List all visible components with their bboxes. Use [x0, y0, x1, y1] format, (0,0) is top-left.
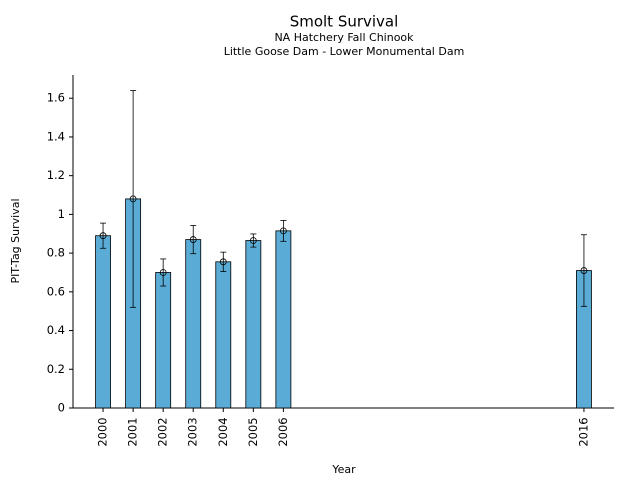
bar: [215, 261, 232, 409]
marker: [580, 267, 588, 274]
marker: [99, 232, 107, 240]
marker: [219, 258, 227, 266]
x-tick-label: 2000: [96, 417, 110, 446]
x-tick-label: 2003: [186, 417, 200, 446]
x-tick-label: 2004: [216, 417, 230, 446]
x-tick-label: 2002: [156, 417, 170, 446]
x-tick-label: 2016: [576, 417, 590, 446]
x-axis-label: Year: [331, 463, 356, 476]
y-tick-label: 1.2: [47, 168, 65, 182]
error-bar: [100, 222, 107, 249]
error-bar: [580, 234, 587, 307]
y-tick-label: 0: [58, 401, 65, 415]
marker: [279, 227, 287, 235]
marker: [189, 236, 197, 243]
error-bar: [220, 251, 227, 272]
marker: [249, 237, 257, 244]
error-bar: [280, 219, 287, 242]
x-tick-label: 2006: [276, 417, 290, 446]
bar: [245, 240, 262, 409]
chart-subtitle: Little Goose Dam - Lower Monumental Dam: [224, 45, 465, 58]
y-axis-label: PIT-Tag Survival: [9, 198, 22, 283]
chart-title: Smolt Survival: [290, 13, 399, 31]
y-tick-label: 0.2: [47, 362, 65, 376]
y-tick-label: 0.8: [47, 246, 65, 260]
error-bar: [190, 225, 197, 255]
marker: [129, 195, 137, 203]
y-tick-label: 0.4: [47, 323, 65, 337]
y-tick-label: 0.6: [47, 284, 65, 298]
x-tick-label: 2001: [126, 417, 140, 446]
y-tick-label: 1: [58, 207, 65, 221]
error-bar: [130, 90, 137, 308]
y-tick-label: 1.6: [47, 91, 65, 105]
chart-subtitle: NA Hatchery Fall Chinook: [274, 31, 414, 44]
bar: [95, 235, 111, 409]
bar: [275, 230, 292, 409]
bar: [185, 239, 202, 409]
marker: [159, 269, 167, 276]
error-bar: [160, 258, 167, 287]
y-tick-label: 1.4: [47, 129, 65, 143]
error-bar: [250, 233, 257, 248]
x-tick-label: 2005: [246, 417, 260, 446]
bar: [155, 272, 172, 409]
